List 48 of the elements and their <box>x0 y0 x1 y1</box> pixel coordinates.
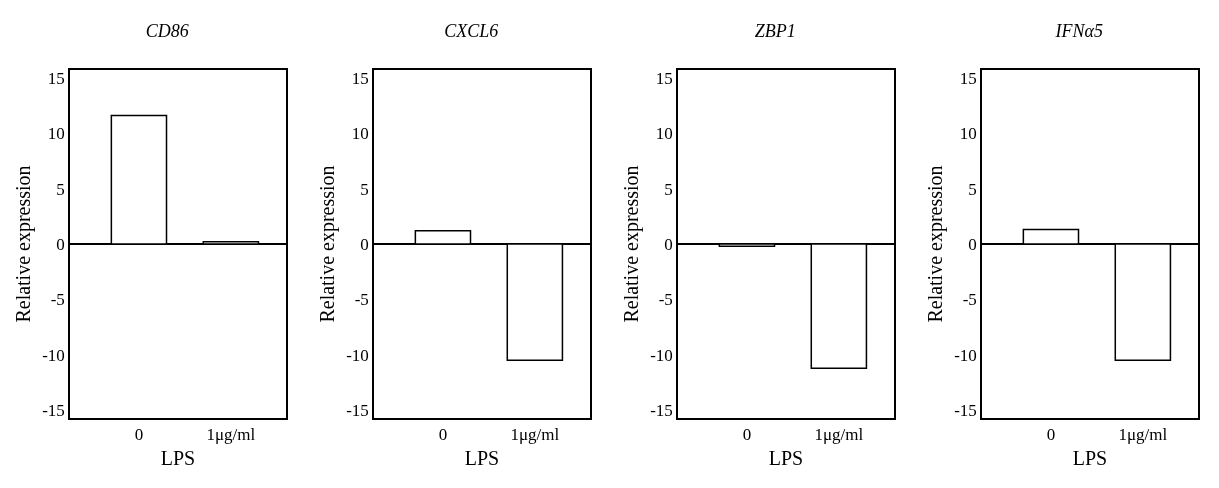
y-tick-label: 15 <box>351 68 369 88</box>
y-tick-label: -5 <box>50 290 65 310</box>
y-tick-label: 5 <box>664 179 673 199</box>
y-tick-label: -10 <box>650 345 673 365</box>
y-tick-label: -15 <box>650 401 673 421</box>
y-tick-label: 10 <box>655 124 673 144</box>
x-tick-label: 1μg/ml <box>814 425 864 445</box>
chart-title: IFNα5 <box>1054 21 1103 41</box>
x-tick-label: 1μg/ml <box>206 425 256 445</box>
y-tick-label: 0 <box>360 234 369 254</box>
y-tick-label: 15 <box>47 68 65 88</box>
x-axis-title: LPS <box>1072 447 1108 470</box>
x-tick-label: 1μg/ml <box>1118 425 1168 445</box>
y-tick-label: 15 <box>655 68 673 88</box>
chart-title: ZBP1 <box>754 21 796 41</box>
y-axis-title: Relative expression <box>316 165 340 323</box>
chart-title: CXCL6 <box>444 21 499 41</box>
x-tick-label: 0 <box>438 425 448 445</box>
y-tick-label: -5 <box>658 290 673 310</box>
x-axis-title: LPS <box>160 447 196 470</box>
y-axis-title: Relative expression <box>12 165 36 323</box>
y-tick-label: 5 <box>968 179 977 199</box>
y-tick-label: -15 <box>42 401 65 421</box>
x-tick-label: 0 <box>134 425 144 445</box>
y-tick-label: -10 <box>954 345 977 365</box>
x-tick-label: 0 <box>1046 425 1056 445</box>
y-tick-label: 15 <box>959 68 977 88</box>
x-axis-title: LPS <box>464 447 500 470</box>
x-tick-label: 0 <box>742 425 752 445</box>
y-tick-label: 0 <box>664 234 673 254</box>
x-tick-label: 1μg/ml <box>510 425 560 445</box>
y-tick-label: 0 <box>56 234 65 254</box>
y-tick-label: -10 <box>42 345 65 365</box>
y-tick-label: -15 <box>954 401 977 421</box>
y-tick-label: -15 <box>346 401 369 421</box>
y-tick-label: -5 <box>962 290 977 310</box>
x-axis-title: LPS <box>768 447 804 470</box>
y-tick-label: 0 <box>968 234 977 254</box>
chart-title: CD86 <box>145 21 189 41</box>
y-tick-label: 10 <box>47 124 65 144</box>
y-tick-label: -10 <box>346 345 369 365</box>
y-axis-title: Relative expression <box>924 165 948 323</box>
y-axis-title: Relative expression <box>620 165 644 323</box>
y-tick-label: -5 <box>354 290 369 310</box>
y-tick-label: 10 <box>959 124 977 144</box>
y-tick-label: 10 <box>351 124 369 144</box>
y-tick-label: 5 <box>56 179 65 199</box>
y-tick-label: 5 <box>360 179 369 199</box>
